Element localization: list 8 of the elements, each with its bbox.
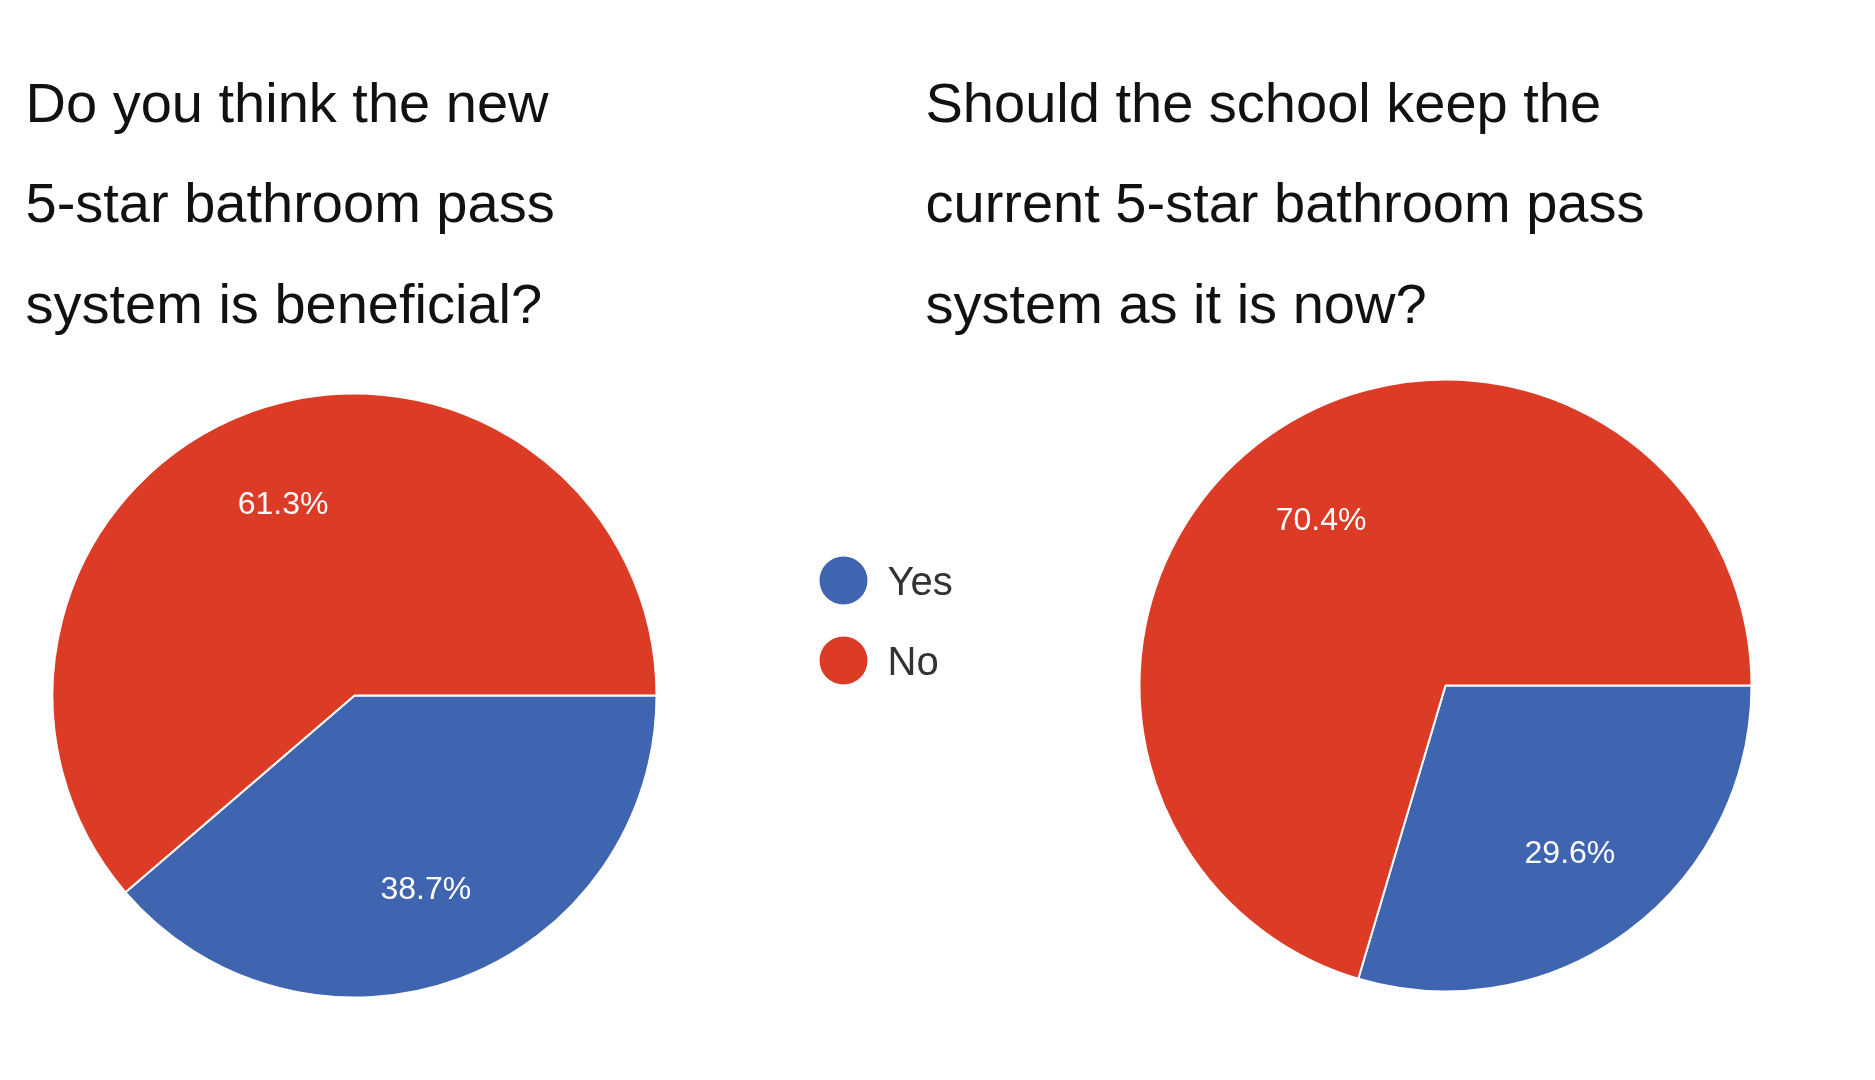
data-label: 70.4% bbox=[1275, 500, 1367, 537]
legend-label: No bbox=[887, 638, 939, 683]
chart-title: Do you think the new 5-star bathroom pass system is beneficial? bbox=[25, 70, 555, 336]
data-label: 29.6% bbox=[1524, 834, 1616, 871]
chart-title: Should the school keep the current 5-star bathroom pass system as it is now? bbox=[925, 70, 1645, 336]
data-label: 38.7% bbox=[380, 870, 472, 907]
legend-label: Yes bbox=[887, 558, 953, 603]
data-label: 61.3% bbox=[237, 484, 329, 521]
